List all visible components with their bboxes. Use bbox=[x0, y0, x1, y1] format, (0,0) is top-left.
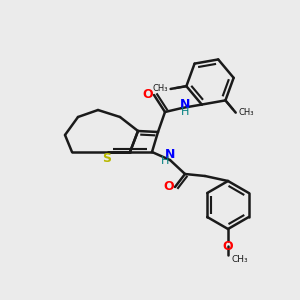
Text: O: O bbox=[223, 239, 233, 253]
Text: CH₃: CH₃ bbox=[152, 84, 168, 93]
Text: N: N bbox=[180, 98, 190, 110]
Text: N: N bbox=[165, 148, 175, 160]
Text: O: O bbox=[164, 181, 174, 194]
Text: H: H bbox=[161, 156, 169, 166]
Text: S: S bbox=[103, 152, 112, 166]
Text: CH₃: CH₃ bbox=[231, 254, 247, 263]
Text: H: H bbox=[181, 107, 189, 117]
Text: O: O bbox=[143, 88, 153, 101]
Text: CH₃: CH₃ bbox=[239, 108, 254, 117]
